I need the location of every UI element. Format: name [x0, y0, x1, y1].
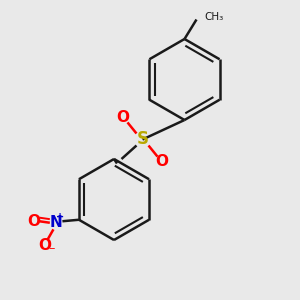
Text: N: N [50, 215, 63, 230]
Text: ⁻: ⁻ [48, 245, 54, 258]
Text: O: O [27, 214, 40, 229]
Text: CH₃: CH₃ [204, 11, 223, 22]
Text: O: O [116, 110, 130, 124]
Text: S: S [136, 130, 148, 148]
Text: O: O [38, 238, 51, 253]
Text: +: + [56, 212, 64, 222]
Text: O: O [155, 154, 169, 169]
